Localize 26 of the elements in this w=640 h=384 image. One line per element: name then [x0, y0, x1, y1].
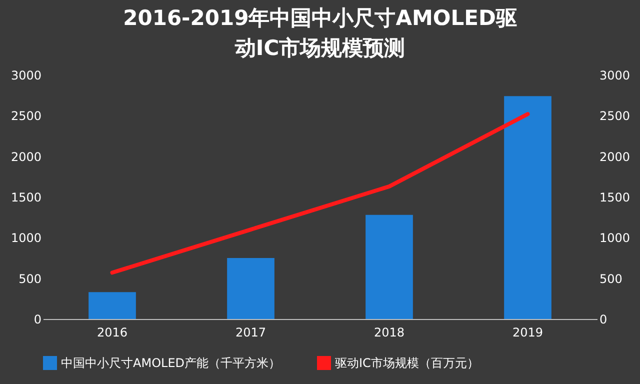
- y2-tick-label: 3000: [600, 68, 630, 82]
- y2-tick-label: 2500: [600, 109, 630, 124]
- y-tick-label: 1000: [10, 231, 42, 246]
- y-tick-label: 2000: [10, 150, 42, 164]
- x-tick-label: 2017: [235, 326, 266, 340]
- bar: [227, 258, 274, 319]
- x-tick-label: 2018: [374, 326, 405, 340]
- legend-label: 驱动IC市场规模（百万元）: [335, 356, 479, 370]
- y2-tick-label: 1500: [600, 190, 630, 204]
- legend-label: 中国中小尺寸AMOLED产能（千平方米）: [61, 356, 281, 370]
- y-tick-label: 1500: [10, 190, 42, 204]
- y2-tick-label: 0: [600, 312, 608, 326]
- chart-title: 2016-2019年中国中小尺寸AMOLED驱动IC市场规模预测: [123, 6, 517, 60]
- bar: [366, 214, 413, 319]
- x-tick-label: 2016: [96, 326, 128, 340]
- line-series: [110, 112, 530, 275]
- y-tick-label: 0: [34, 312, 42, 326]
- bar: [88, 292, 136, 319]
- y-tick-label: 500: [18, 272, 42, 286]
- y-tick-label: 3000: [10, 68, 42, 82]
- y2-tick-label: 2000: [600, 150, 630, 164]
- y2-tick-label: 500: [600, 272, 622, 286]
- x-tick-label: 2019: [512, 326, 544, 340]
- y2-tick-label: 1000: [600, 231, 630, 246]
- bar: [504, 96, 552, 319]
- y-tick-label: 2500: [10, 109, 42, 124]
